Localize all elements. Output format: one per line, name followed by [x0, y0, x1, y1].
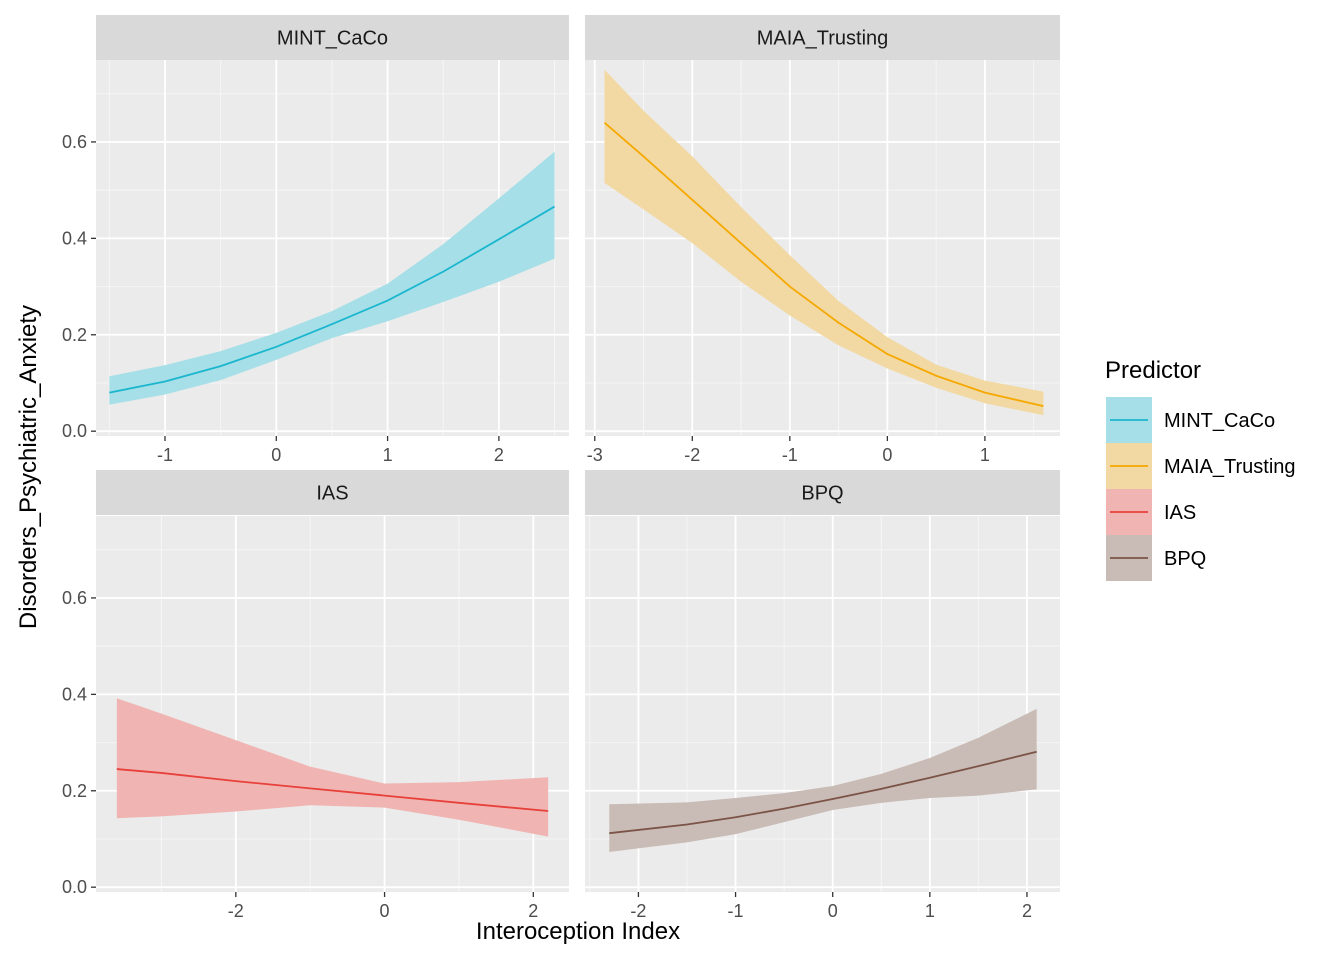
panel-strip-label: MAIA_Trusting: [757, 28, 889, 50]
panel-background: [96, 516, 569, 892]
series-line: [603, 121, 1044, 407]
legend-label: IAS: [1164, 502, 1196, 524]
panel-strip-label: MINT_CaCo: [277, 28, 388, 50]
legend-label: MAIA_Trusting: [1164, 456, 1296, 478]
y-tick-label: 0.0: [62, 421, 87, 441]
confidence-ribbon: [609, 708, 1037, 852]
panel-1: MINT_CaCo 0.0 0.2 0.4 0.6 -1 0 1 2: [62, 15, 569, 465]
confidence-ribbon: [109, 151, 555, 405]
panel-strip-label: IAS: [316, 483, 348, 505]
panel-background: [585, 60, 1060, 436]
panel-4: BPQ -2 -1 0 1 2: [585, 470, 1060, 921]
panel-strip: [96, 15, 569, 60]
y-tick-label: 0.2: [62, 781, 87, 801]
series-line: [609, 750, 1037, 835]
x-tick-label: 2: [1022, 901, 1032, 921]
y-tick-label: 0.4: [62, 684, 87, 704]
x-tick-label: 1: [383, 445, 393, 465]
panel-3: IAS 0.0 0.2 0.4 0.6 -2 0 2: [62, 470, 569, 921]
panel-strip-label: BPQ: [801, 483, 843, 505]
x-axis-title: Interoception Index: [476, 918, 680, 945]
x-tick-label: 0: [380, 901, 390, 921]
panel-2: MAIA_Trusting -3 -2 -1 0 1: [585, 15, 1060, 465]
x-tick-label: 2: [494, 445, 504, 465]
x-tick-label: -2: [228, 901, 244, 921]
x-tick-label: 0: [828, 901, 838, 921]
y-tick-label: 0.0: [62, 877, 87, 897]
legend-item: MINT_CaCo: [1106, 397, 1275, 443]
x-tick-label: 0: [271, 445, 281, 465]
x-tick-label: 1: [925, 901, 935, 921]
panel-strip: [585, 15, 1060, 60]
x-tick-label: 2: [528, 901, 538, 921]
panel-strip: [96, 470, 569, 515]
y-tick-label: 0.6: [62, 588, 87, 608]
legend-title: Predictor: [1105, 357, 1201, 384]
confidence-ribbon: [604, 69, 1044, 416]
legend-item: IAS: [1106, 489, 1196, 535]
legend-item: MAIA_Trusting: [1106, 443, 1296, 489]
y-tick-label: 0.2: [62, 325, 87, 345]
x-tick-label: -2: [684, 445, 700, 465]
y-tick-label: 0.4: [62, 228, 87, 248]
y-tick-label: 0.6: [62, 132, 87, 152]
series-line: [116, 768, 549, 812]
y-axis-title: Disorders_Psychiatric_Anxiety: [15, 305, 42, 629]
x-tick-label: 0: [882, 445, 892, 465]
series-line: [109, 205, 555, 394]
x-tick-label: -2: [630, 901, 646, 921]
panels-layer: MINT_CaCo 0.0 0.2 0.4 0.6 -1 0 1 2 MAIA_Trusting -…: [62, 15, 1060, 921]
x-tick-label: -1: [157, 445, 173, 465]
legend-items: MINT_CaCo MAIA_Trusting IAS BPQ: [1106, 397, 1296, 581]
confidence-ribbon: [116, 698, 549, 837]
panel-strip: [585, 470, 1060, 515]
x-tick-label: -1: [782, 445, 798, 465]
legend-label: BPQ: [1164, 548, 1206, 570]
legend-item: BPQ: [1106, 535, 1206, 581]
legend-label: MINT_CaCo: [1164, 410, 1275, 432]
x-tick-label: 1: [980, 445, 990, 465]
legend: Predictor MINT_CaCo MAIA_Trusting IAS BPQ: [1105, 357, 1296, 581]
x-tick-label: -1: [728, 901, 744, 921]
x-tick-label: -3: [587, 445, 603, 465]
